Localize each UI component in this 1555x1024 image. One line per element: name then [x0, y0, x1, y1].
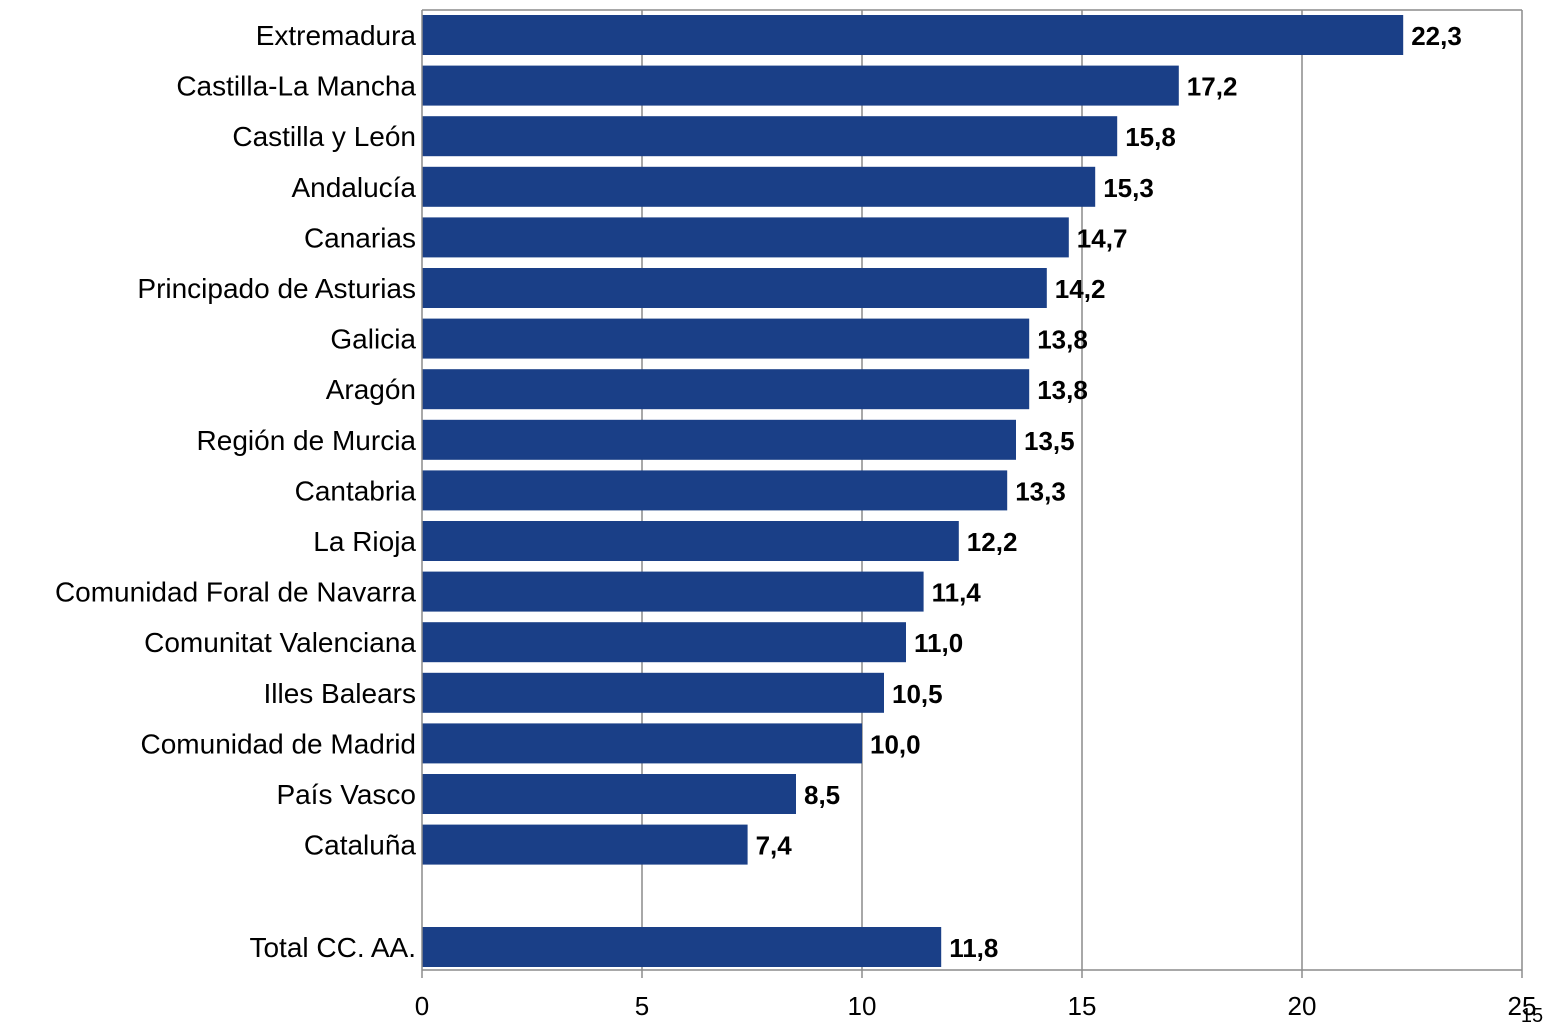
bar	[422, 672, 884, 713]
page-number: 15	[1521, 1005, 1543, 1024]
data-label: 10,0	[870, 729, 921, 759]
data-label: 11,4	[932, 578, 982, 608]
category-label: Total CC. AA.	[249, 932, 416, 963]
category-label: Comunidad de Madrid	[141, 728, 417, 759]
category-label: Castilla-La Mancha	[176, 71, 416, 102]
data-label: 11,0	[914, 628, 963, 658]
data-label: 13,5	[1024, 426, 1075, 456]
data-label: 17,2	[1187, 72, 1238, 102]
category-label: Extremadura	[256, 20, 417, 51]
bar	[422, 419, 1016, 460]
bar	[422, 774, 796, 814]
category-label: Aragón	[326, 374, 416, 405]
category-label: País Vasco	[276, 779, 416, 810]
axes: 0 5 10 15 20 25	[415, 9, 1537, 1021]
data-label: 13,8	[1037, 325, 1088, 355]
category-label: Comunitat Valenciana	[144, 627, 416, 658]
x-tick-label: 5	[635, 991, 649, 1021]
bar	[422, 521, 959, 561]
category-label: Castilla y León	[232, 121, 416, 152]
data-label: 10,5	[892, 679, 943, 709]
data-label: 15,8	[1125, 122, 1176, 152]
category-label: Principado de Asturias	[137, 273, 416, 304]
bar	[422, 166, 1096, 207]
data-label: 11,8	[949, 933, 998, 963]
bar	[422, 723, 862, 764]
category-label: Andalucía	[291, 172, 416, 203]
bar	[422, 116, 1118, 157]
data-label: 7,4	[756, 831, 793, 861]
category-label: Cataluña	[304, 830, 417, 861]
bar	[422, 369, 1030, 410]
data-label: 14,2	[1055, 274, 1106, 304]
data-label: 12,2	[967, 527, 1018, 557]
category-label: Galicia	[330, 324, 416, 355]
x-tick-label: 0	[415, 991, 429, 1021]
bar	[422, 927, 942, 967]
data-label: 15,3	[1103, 173, 1154, 203]
category-label: Comunidad Foral de Navarra	[55, 577, 416, 608]
x-tick-label: 20	[1288, 991, 1317, 1021]
data-label: 13,3	[1015, 476, 1066, 506]
data-label: 22,3	[1411, 21, 1462, 51]
labels: Extremadura 22,3 Castilla-La Mancha 17,2 Cas…	[55, 20, 1462, 963]
category-label: Canarias	[304, 222, 416, 253]
data-label: 13,8	[1037, 375, 1088, 405]
bar	[422, 65, 1179, 106]
bar	[422, 217, 1069, 258]
category-label: Cantabria	[295, 475, 417, 506]
category-label: Región de Murcia	[197, 425, 417, 456]
bar	[422, 268, 1047, 308]
bar	[422, 318, 1030, 359]
bar	[422, 622, 906, 663]
x-tick-label: 15	[1068, 991, 1097, 1021]
x-tick-label: 10	[848, 991, 877, 1021]
category-label: Illes Balears	[263, 678, 416, 709]
bar	[422, 15, 1404, 55]
data-label: 14,7	[1077, 223, 1128, 253]
data-label: 8,5	[804, 780, 840, 810]
bar	[422, 824, 748, 865]
x-tick-label: 25	[1508, 991, 1537, 1021]
bars	[422, 15, 1404, 967]
bar	[422, 470, 1008, 511]
bar	[422, 571, 924, 612]
category-label: La Rioja	[313, 526, 416, 557]
